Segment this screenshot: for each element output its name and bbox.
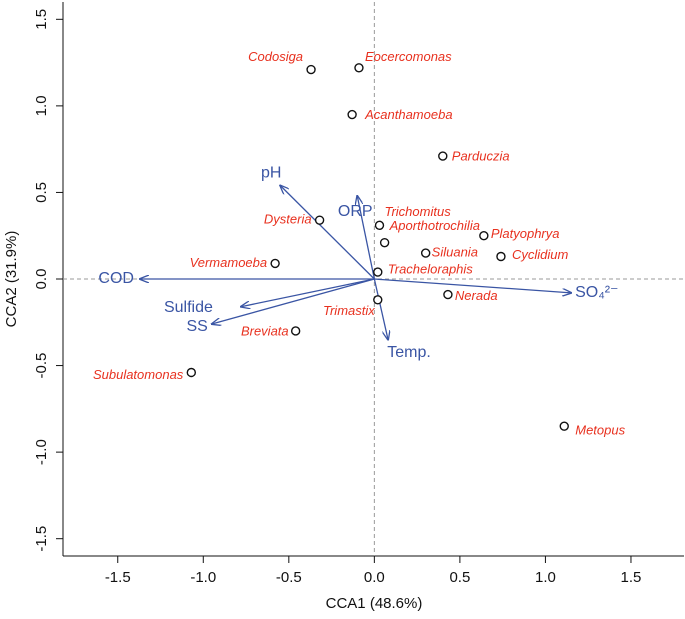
vector-arrow bbox=[357, 196, 375, 280]
x-tick-label: -1.0 bbox=[190, 569, 216, 586]
x-tick-label: 1.0 bbox=[535, 569, 556, 586]
point-label: Siluania bbox=[432, 244, 478, 259]
point-label: Cyclidium bbox=[512, 247, 569, 262]
point bbox=[290, 326, 301, 336]
point-label: Subulatomonas bbox=[93, 367, 184, 382]
y-tick-label: -0.5 bbox=[33, 353, 50, 379]
vector-arrow bbox=[212, 278, 375, 324]
point bbox=[270, 258, 280, 269]
vector-arrow bbox=[241, 278, 375, 307]
point bbox=[379, 237, 390, 248]
vector-label: SO₄²⁻ bbox=[575, 284, 618, 301]
point bbox=[420, 248, 431, 258]
y-axis-title: CCA2 (31.9%) bbox=[3, 231, 20, 328]
point-label: Trichomitus bbox=[384, 204, 451, 219]
point-label: Nerada bbox=[455, 288, 498, 303]
vector-label: ORP bbox=[338, 203, 373, 220]
point-label: Parduczia bbox=[452, 149, 510, 164]
x-tick-label: 0.5 bbox=[449, 569, 470, 586]
y-tick-label: -1.5 bbox=[33, 526, 50, 552]
point-label: Breviata bbox=[241, 323, 289, 338]
y-tick-label: 1.5 bbox=[33, 9, 50, 30]
point bbox=[347, 109, 357, 120]
y-tick-label: 1.0 bbox=[33, 95, 50, 116]
vector-arrow bbox=[374, 278, 571, 293]
x-tick-label: -0.5 bbox=[276, 569, 302, 586]
vector-label: pH bbox=[261, 165, 281, 182]
point bbox=[443, 289, 453, 300]
point-label: Codosiga bbox=[248, 49, 303, 64]
vector-arrow bbox=[280, 186, 375, 280]
point-label: Dysteria bbox=[264, 212, 312, 227]
point bbox=[306, 64, 316, 75]
point bbox=[374, 220, 385, 231]
y-tick-label: 0.0 bbox=[33, 269, 50, 290]
point-label: Metopus bbox=[575, 423, 625, 438]
vector-label: Temp. bbox=[387, 344, 431, 361]
vector-label: COD bbox=[98, 270, 134, 287]
y-tick-label: 0.5 bbox=[33, 182, 50, 203]
vector-label: Sulfide bbox=[164, 299, 213, 316]
vector-arrow bbox=[373, 278, 388, 340]
point bbox=[354, 63, 364, 73]
point bbox=[186, 367, 197, 378]
point-label: Acanthamoeba bbox=[364, 107, 452, 122]
point bbox=[479, 231, 489, 241]
point bbox=[373, 267, 383, 277]
point-label: Vermamoeba bbox=[190, 255, 268, 270]
point bbox=[314, 215, 325, 225]
x-tick-label: -1.5 bbox=[105, 569, 131, 586]
vector-label: SS bbox=[186, 318, 207, 335]
point-label: Aporthotrochilia bbox=[389, 218, 480, 233]
point-label: Trimastix bbox=[323, 303, 375, 318]
point bbox=[559, 421, 569, 431]
point-label: Tracheloraphis bbox=[388, 262, 474, 277]
point bbox=[373, 295, 383, 305]
point-label: Eocercomonas bbox=[365, 49, 452, 64]
x-tick-label: 0.0 bbox=[364, 569, 385, 586]
point-label: Platyophrya bbox=[491, 226, 560, 241]
y-tick-label: -1.0 bbox=[33, 439, 50, 465]
x-tick-label: 1.5 bbox=[621, 569, 642, 586]
point bbox=[496, 251, 506, 262]
point bbox=[438, 151, 448, 161]
x-axis-title: CCA1 (48.6%) bbox=[326, 595, 423, 612]
